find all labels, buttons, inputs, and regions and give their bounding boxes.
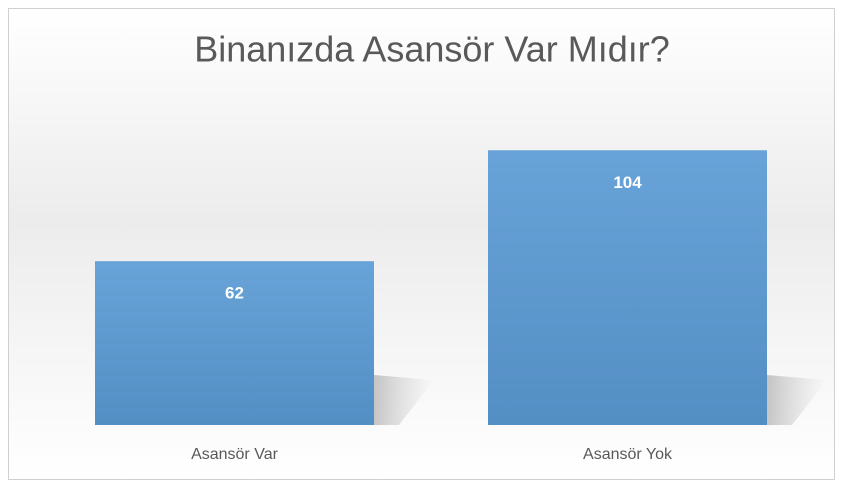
bar-shadow [767, 375, 827, 425]
bar-shade [95, 261, 374, 425]
chart-title: Binanızda Asansör Var Mıdır? [194, 29, 670, 70]
x-tick-label: Asansör Yok [583, 446, 673, 463]
data-label: 62 [225, 284, 244, 303]
bar-shade [488, 150, 767, 425]
plot-area: Asansör Var 62 Asansör Yok 104 [95, 150, 827, 463]
bar-shadow [374, 375, 434, 425]
x-tick-label: Asansör Var [191, 446, 279, 463]
data-label: 104 [613, 173, 642, 192]
